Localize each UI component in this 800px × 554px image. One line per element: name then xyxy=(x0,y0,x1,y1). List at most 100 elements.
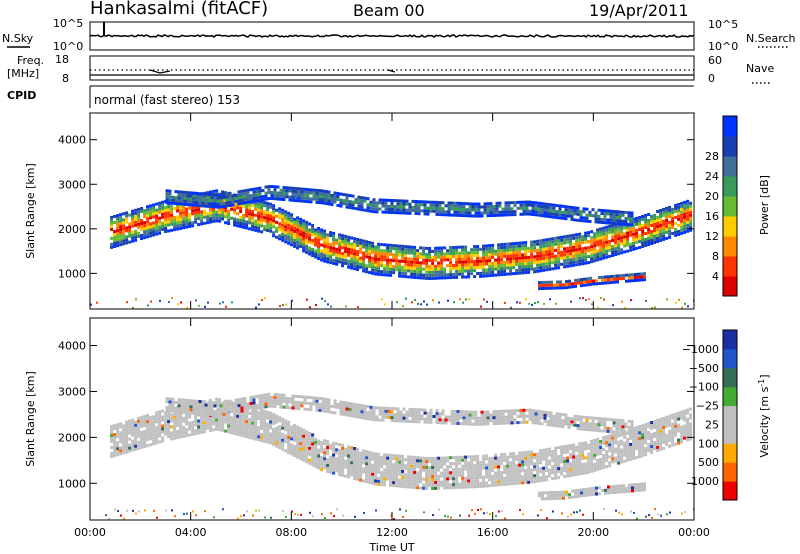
heatmap-cell xyxy=(224,209,228,213)
heatmap-cell xyxy=(392,472,396,476)
heatmap-cell xyxy=(222,195,226,199)
heatmap-cell xyxy=(413,482,417,486)
heatmap-cell xyxy=(305,445,309,449)
heatmap-cell xyxy=(362,251,366,255)
heatmap-cell xyxy=(632,430,636,433)
heatmap-cell xyxy=(293,439,297,442)
heatmap-cell xyxy=(203,415,207,419)
heatmap-cell xyxy=(659,441,663,445)
heatmap-cell xyxy=(671,213,675,217)
heatmap-cell xyxy=(468,298,470,301)
heatmap-cell xyxy=(587,443,591,447)
heatmap-cell xyxy=(212,210,216,214)
heatmap-cell xyxy=(656,222,660,225)
heatmap-cell xyxy=(350,266,354,270)
heatmap-cell xyxy=(504,213,508,217)
heatmap-cell xyxy=(458,245,462,249)
heatmap-cell xyxy=(671,216,675,220)
heatmap-cell xyxy=(432,299,434,302)
heatmap-cell xyxy=(428,253,432,256)
heatmap-cell xyxy=(195,200,199,204)
heatmap-cell xyxy=(533,456,537,460)
heatmap-cell xyxy=(317,233,321,236)
heatmap-cell xyxy=(392,469,396,473)
heatmap-cell xyxy=(318,402,322,406)
heatmap-cell xyxy=(395,265,399,269)
heatmap-cell xyxy=(165,400,169,404)
heatmap-cell xyxy=(323,466,327,470)
heatmap-cell xyxy=(233,205,237,209)
heatmap-cell xyxy=(324,300,326,303)
heatmap-cell xyxy=(125,432,129,436)
heatmap-cell xyxy=(677,202,681,206)
heatmap-cell xyxy=(122,227,126,231)
heatmap-cell xyxy=(501,213,505,217)
heatmap-cell xyxy=(275,417,279,421)
heatmap-cell xyxy=(641,448,645,452)
heatmap-cell xyxy=(647,240,651,243)
heatmap-cell xyxy=(180,301,182,304)
heatmap-cell xyxy=(389,270,393,274)
heatmap-cell xyxy=(416,483,420,487)
heatmap-cell xyxy=(338,239,342,243)
heatmap-cell xyxy=(435,206,439,210)
heatmap-cell xyxy=(568,282,571,286)
heatmap-cell xyxy=(110,428,114,431)
heatmap-cell xyxy=(407,464,411,468)
heatmap-cell xyxy=(429,209,433,213)
heatmap-cell xyxy=(381,204,385,208)
heatmap-cell xyxy=(614,435,618,439)
heatmap-cell xyxy=(338,248,342,252)
heatmap-cell xyxy=(614,459,618,463)
heatmap-cell xyxy=(255,306,257,309)
heatmap-cell xyxy=(161,424,165,428)
heatmap-cell xyxy=(452,483,456,487)
heatmap-cell xyxy=(443,267,447,271)
heatmap-cell xyxy=(578,244,582,248)
heatmap-cell xyxy=(413,485,417,489)
heatmap-cell xyxy=(294,403,298,407)
heatmap-cell xyxy=(641,439,645,443)
heatmap-cell xyxy=(299,220,303,224)
heatmap-cell xyxy=(538,284,541,288)
heatmap-cell xyxy=(612,216,616,219)
heatmap-cell xyxy=(125,238,129,242)
heatmap-cell xyxy=(206,212,210,216)
heatmap-cell xyxy=(201,198,205,202)
heatmap-cell xyxy=(557,236,561,240)
heatmap-cell xyxy=(326,443,330,446)
heatmap-cell xyxy=(179,420,183,424)
heatmap-cell xyxy=(218,425,222,429)
heatmap-cell xyxy=(631,273,634,277)
heatmap-cell xyxy=(586,283,589,287)
heatmap-cell xyxy=(110,440,114,443)
heatmap-cell xyxy=(566,249,570,253)
heatmap-cell xyxy=(341,258,345,262)
heatmap-cell xyxy=(486,300,488,303)
heatmap-cell xyxy=(599,464,603,467)
heatmap-cell xyxy=(326,446,330,449)
heatmap-cell xyxy=(470,248,474,252)
heatmap-cell xyxy=(155,223,159,227)
heatmap-cell xyxy=(125,444,129,448)
heatmap-cell xyxy=(207,201,211,205)
heatmap-cell xyxy=(324,193,328,196)
heatmap-cell xyxy=(389,477,393,481)
heatmap-cell xyxy=(488,457,492,461)
heatmap-cell xyxy=(324,202,328,205)
heatmap-cell xyxy=(467,479,471,483)
heatmap-cell xyxy=(593,462,597,466)
noise-tick-right-top: 10^5 xyxy=(708,18,738,31)
heatmap-cell xyxy=(512,452,516,456)
heatmap-cell xyxy=(458,473,462,477)
heatmap-cell xyxy=(446,471,450,475)
heatmap-cell xyxy=(323,229,327,233)
heatmap-cell xyxy=(638,452,642,456)
heatmap-cell xyxy=(327,404,331,408)
heatmap-cell xyxy=(470,251,474,255)
heatmap-cell xyxy=(395,469,399,473)
heatmap-cell xyxy=(254,434,258,438)
heatmap-cell xyxy=(488,268,492,272)
heatmap-cell xyxy=(545,253,549,257)
heatmap-cell xyxy=(410,272,414,276)
